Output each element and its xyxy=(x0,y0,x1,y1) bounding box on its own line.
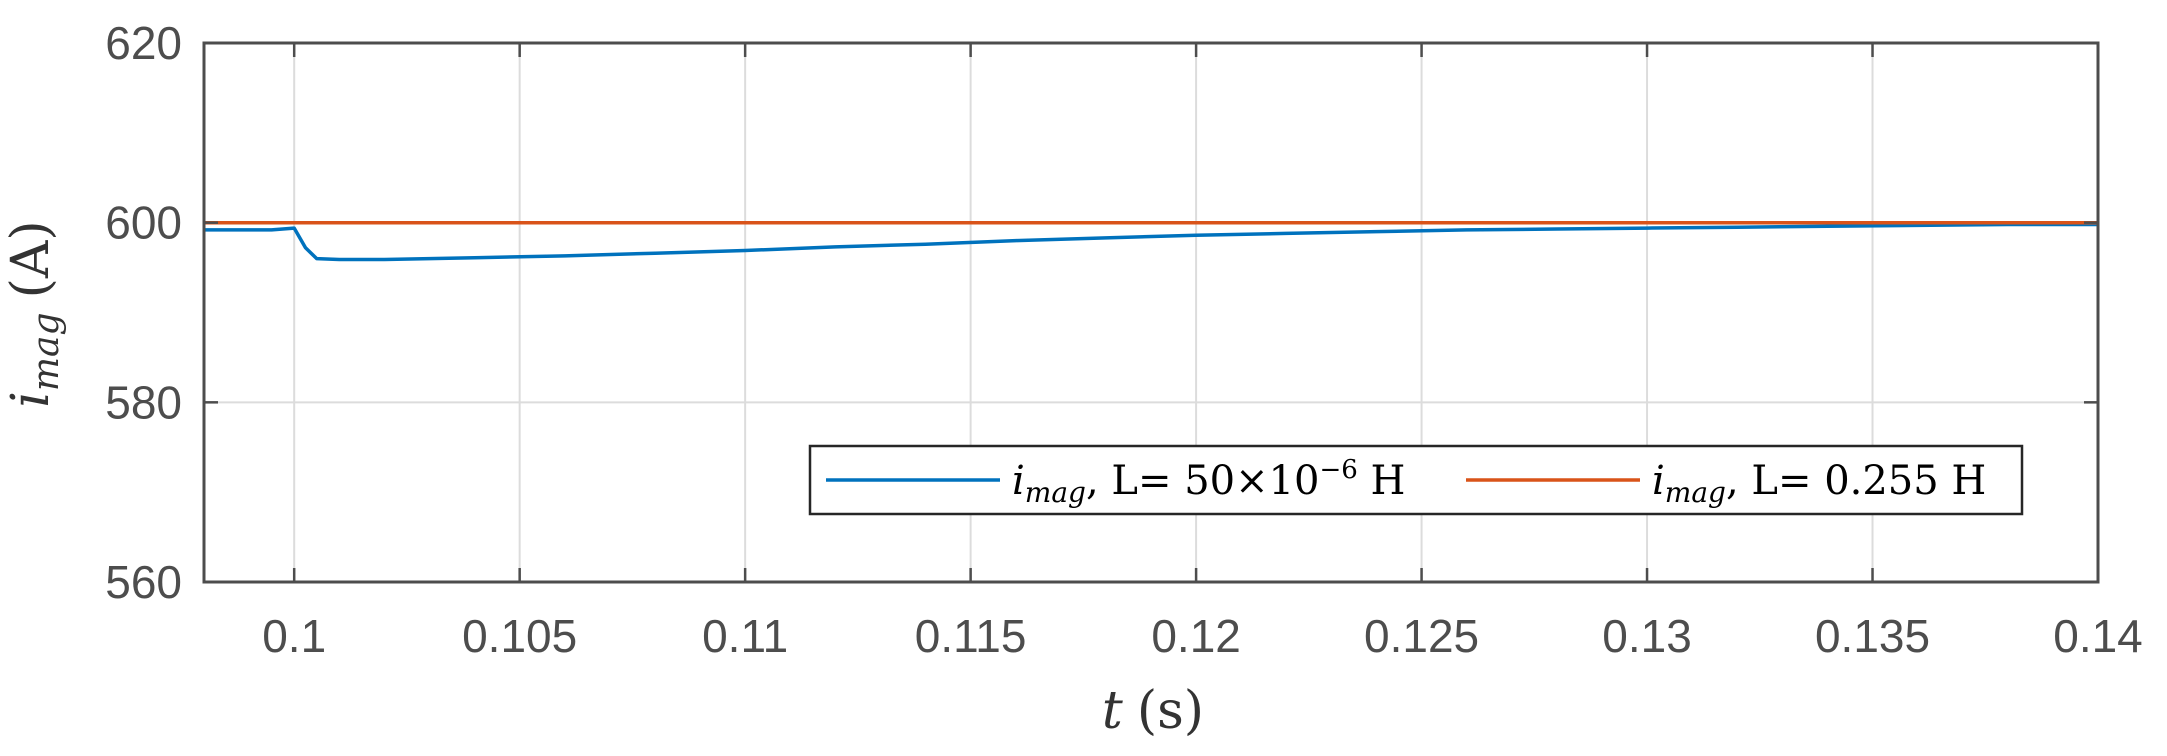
ticks xyxy=(204,41,2100,584)
legend-2-symbol: i xyxy=(1652,458,1665,504)
legend-2-unit: H xyxy=(1939,458,1987,504)
x-axis-title-unit: (s) xyxy=(1137,681,1204,741)
y-tick-label: 620 xyxy=(105,17,182,69)
x-tick-label: 0.12 xyxy=(1151,610,1241,662)
series-line-1 xyxy=(204,222,2098,262)
tick-labels: 0.1 0.105 0.11 0.115 0.12 0.125 0.13 0.135 0.14 5… xyxy=(105,17,2143,662)
legend-2-text: , L= 0.255 xyxy=(1726,458,1939,504)
legend-1-symbol: i xyxy=(1012,458,1025,504)
y-axis-title: imag (A) xyxy=(1,220,67,407)
y-tick-label: 560 xyxy=(105,556,182,608)
legend: imag, L= 50×10−6 H imag, L= 0.255 H xyxy=(808,444,2024,516)
x-tick-label: 0.13 xyxy=(1602,610,1692,662)
legend-entry-series-1: imag, L= 50×10−6 H xyxy=(1012,455,1405,509)
y-axis-title-main: i xyxy=(1,391,61,408)
legend-box xyxy=(808,444,2024,516)
y-tick-label: 600 xyxy=(105,197,182,249)
legend-1-unit: H xyxy=(1358,458,1406,504)
x-axis-title: t (s) xyxy=(1102,681,1204,741)
x-axis-title-main: t xyxy=(1102,681,1123,741)
legend-1-superscript: −6 xyxy=(1320,455,1358,485)
legend-1-subscript: mag xyxy=(1025,476,1086,509)
x-tick-label: 0.125 xyxy=(1364,610,1479,662)
y-tick-label: 580 xyxy=(105,376,182,428)
x-tick-label: 0.11 xyxy=(702,610,788,662)
series-layer xyxy=(204,220,2098,262)
y-axis-title-unit: (A) xyxy=(1,220,61,298)
x-tick-label: 0.1 xyxy=(262,610,326,662)
legend-1-text: , L= 50×10 xyxy=(1086,458,1320,504)
y-axis-title-subscript: mag xyxy=(26,312,67,391)
x-tick-label: 0.105 xyxy=(462,610,577,662)
x-tick-label: 0.14 xyxy=(2053,610,2143,662)
x-tick-label: 0.115 xyxy=(915,610,1027,662)
plot-frame xyxy=(202,41,2100,584)
legend-entry-series-2: imag, L= 0.255 H xyxy=(1652,458,1986,509)
x-tick-label: 0.135 xyxy=(1815,610,1930,662)
legend-2-subscript: mag xyxy=(1665,476,1726,509)
